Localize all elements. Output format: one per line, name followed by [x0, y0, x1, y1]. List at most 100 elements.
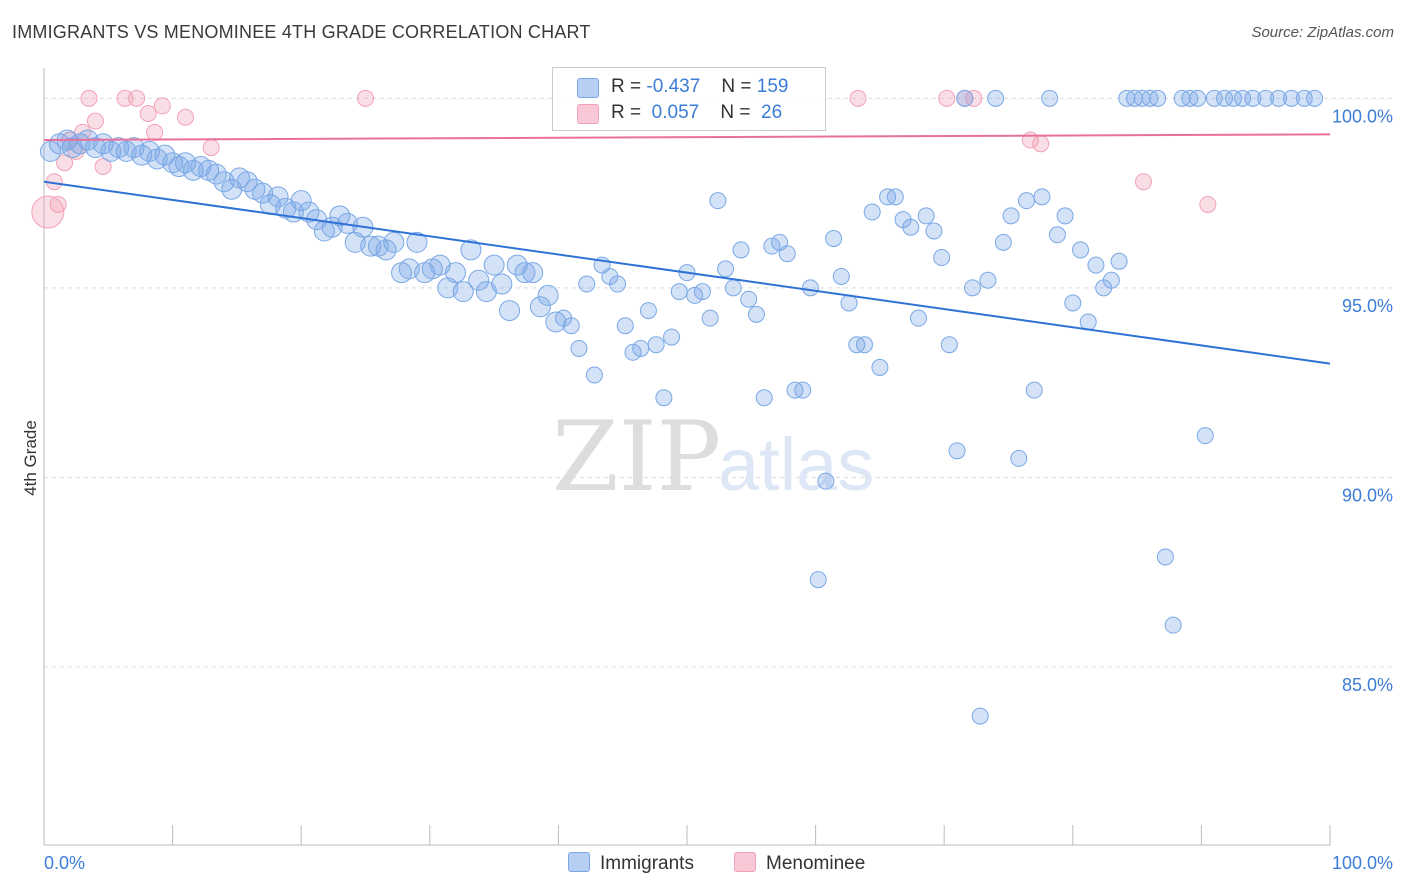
menominee-point	[153, 97, 171, 115]
immigrants-point	[663, 328, 681, 346]
menominee-point	[1032, 135, 1050, 153]
legend-n-label: N =	[720, 102, 751, 123]
immigrants-point	[39, 140, 61, 162]
immigrants-point	[1164, 616, 1182, 634]
immigrants-point	[1282, 89, 1300, 107]
immigrants-point	[732, 241, 750, 259]
immigrants-point	[398, 258, 420, 280]
immigrants-point	[406, 231, 428, 253]
legend-n-value: 26	[755, 102, 783, 123]
trend-lines	[43, 133, 1331, 365]
y-tick-label: 90.0%	[1342, 485, 1393, 505]
immigrants-point	[670, 283, 688, 301]
immigrants-point	[491, 273, 513, 295]
menominee-point	[176, 108, 194, 126]
immigrants-point	[809, 571, 827, 589]
y-tick-label: 85.0%	[1342, 675, 1393, 695]
immigrants-point	[855, 336, 873, 354]
immigrants-point	[686, 286, 704, 304]
immigrants-point	[483, 254, 505, 276]
immigrants-point	[429, 254, 451, 276]
immigrants-point	[506, 254, 528, 276]
immigrants-point	[1234, 89, 1252, 107]
immigrants-point	[452, 281, 474, 303]
immigrants-point	[1225, 89, 1243, 107]
immigrants-point	[825, 230, 843, 248]
immigrants-point	[778, 245, 796, 263]
bottom-legend-swatch-menominee	[734, 852, 756, 872]
immigrants-point	[562, 317, 580, 335]
immigrants-point	[585, 366, 603, 384]
legend-r-value: 0.057	[646, 102, 700, 123]
immigrants-point	[522, 262, 544, 284]
immigrants-point	[375, 239, 397, 261]
immigrants-point	[1196, 427, 1214, 445]
immigrants-point	[933, 249, 951, 267]
menominee-point	[849, 89, 867, 107]
correlation-legend: R = -0.437 N = 159 R = 0.057 N = 26	[552, 67, 826, 131]
menominee-point	[86, 112, 104, 130]
immigrants-point	[174, 152, 196, 174]
immigrants-point	[1048, 226, 1066, 244]
immigrants-point	[994, 233, 1012, 251]
source-label: Source: ZipAtlas.com	[1251, 24, 1394, 41]
legend-n-value: 159	[756, 76, 789, 97]
legend-swatch-immigrants	[577, 78, 599, 98]
immigrants-point	[205, 163, 227, 185]
immigrants-point	[267, 186, 289, 208]
y-tick-labels: 85.0% 90.0% 95.0% 100.0%	[1332, 106, 1393, 695]
immigrants-point	[979, 271, 997, 289]
menominee-point	[116, 89, 134, 107]
immigrants-point	[383, 231, 405, 253]
menominee-point	[94, 158, 112, 176]
immigrants-point	[1149, 89, 1167, 107]
menominee-point	[128, 89, 146, 107]
immigrants-point	[437, 277, 459, 299]
menominee-point	[357, 89, 374, 107]
immigrants-point	[329, 205, 351, 227]
menominee-point	[202, 139, 220, 157]
immigrants-point	[701, 309, 719, 327]
immigrants-point	[917, 207, 935, 225]
y-tick-label: 95.0%	[1342, 296, 1393, 316]
immigrants-point	[801, 279, 819, 297]
immigrants-point	[624, 343, 642, 361]
immigrants-point	[755, 389, 773, 407]
legend-r-label: R =	[611, 102, 642, 123]
immigrants-point	[940, 336, 958, 354]
immigrants-point	[909, 309, 927, 327]
immigrants-point	[1306, 89, 1324, 107]
immigrants-point	[747, 305, 765, 323]
immigrants-point	[817, 472, 835, 490]
immigrants-point	[1110, 252, 1128, 270]
immigrants-point	[1295, 89, 1313, 107]
immigrants-point	[360, 235, 382, 257]
immigrants-point	[647, 336, 665, 354]
immigrants-point	[1010, 449, 1028, 467]
watermark-zip: ZIP	[552, 401, 721, 513]
immigrants-point	[639, 302, 657, 320]
immigrants-point	[460, 239, 482, 261]
immigrants-point	[609, 275, 627, 293]
immigrants-point	[252, 182, 274, 204]
immigrants-point	[1072, 241, 1090, 259]
immigrants-point	[537, 284, 559, 306]
immigrants-point	[693, 283, 711, 301]
x-ticks	[43, 825, 1331, 845]
immigrants-point	[545, 311, 567, 333]
immigrants-point	[1018, 192, 1036, 210]
x-tick-label-max: 100.0%	[1332, 853, 1393, 873]
immigrants-point	[763, 237, 781, 255]
bottom-legend-label-menominee: Menominee	[766, 853, 866, 874]
immigrants-point	[963, 279, 981, 297]
immigrants-point	[948, 442, 966, 460]
immigrants-point	[221, 178, 243, 200]
immigrants-point	[1205, 89, 1223, 107]
menominee-point	[1199, 195, 1217, 213]
menominee-point	[139, 104, 157, 122]
menominee-point	[146, 123, 164, 141]
immigrants-point	[1064, 294, 1082, 312]
immigrants-point	[616, 317, 634, 335]
immigrants-point	[154, 144, 176, 166]
immigrants-point	[632, 339, 650, 357]
